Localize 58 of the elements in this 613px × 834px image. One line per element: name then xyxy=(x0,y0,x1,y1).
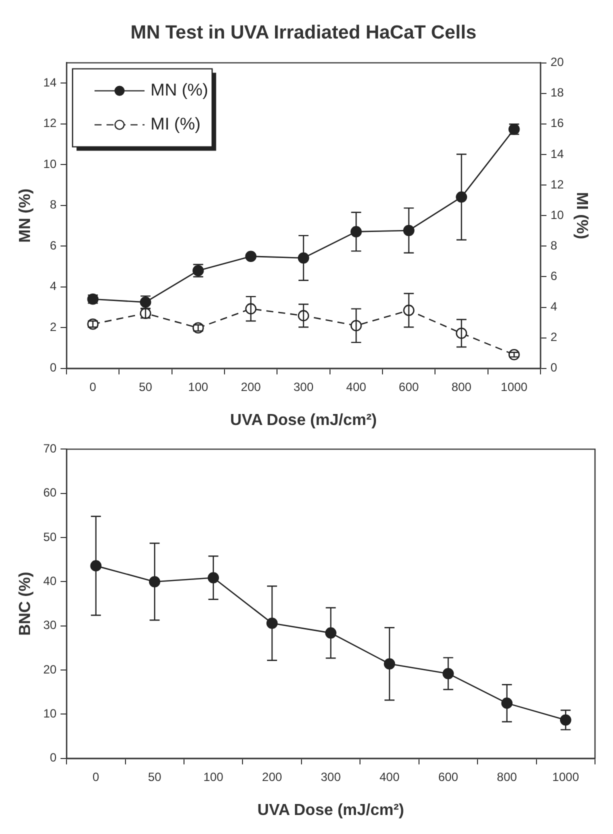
x-tick-label: 100 xyxy=(203,770,224,784)
y2-tick-label: 12 xyxy=(550,177,564,192)
x-tick-label: 50 xyxy=(138,380,153,394)
y-tick-label: 8 xyxy=(50,198,57,212)
y-axis-title: BNC (%) xyxy=(17,572,34,636)
x-tick-label: 300 xyxy=(293,380,314,394)
y-tick-label: 10 xyxy=(43,156,57,171)
y-tick-label: 0 xyxy=(50,750,57,765)
x-tick-label: 400 xyxy=(379,770,400,784)
y2-tick-label: 6 xyxy=(550,269,558,284)
y2-tick-label: 8 xyxy=(550,238,558,252)
y-tick-label: 10 xyxy=(43,706,57,721)
x-tick-label: 800 xyxy=(496,770,518,784)
y2-tick-label: 10 xyxy=(550,208,564,222)
point xyxy=(90,560,102,572)
legend-label: MN (%) xyxy=(150,80,208,100)
y-tick-label: 14 xyxy=(43,75,57,90)
x-tick-label: 200 xyxy=(262,770,282,784)
x-tick-label: 400 xyxy=(346,380,366,394)
x-tick-label: 600 xyxy=(438,770,459,784)
y2-axis-title: MI (%) xyxy=(572,192,590,240)
x-axis-title: UVA Dose (mJ/cm²) xyxy=(257,802,404,819)
point xyxy=(266,618,278,629)
x-tick-label: 50 xyxy=(148,770,162,784)
y-tick-label: 12 xyxy=(43,116,57,130)
y-tick-label: 40 xyxy=(43,574,57,588)
chart-title: MN Test in UVA Irradiated HaCaT Cells xyxy=(130,22,476,44)
y2-tick-label: 2 xyxy=(550,330,558,344)
y-tick-label: 0 xyxy=(50,360,57,375)
y2-tick-label: 4 xyxy=(550,300,558,314)
y-axis-title: MN (%) xyxy=(17,188,34,243)
x-tick-label: 600 xyxy=(398,380,420,394)
x-axis-title: UVA Dose (mJ/cm²) xyxy=(230,412,377,429)
x-tick-label: 800 xyxy=(451,380,472,394)
y2-tick-label: 0 xyxy=(550,360,558,375)
x-tick-label: 0 xyxy=(92,770,100,784)
point xyxy=(148,576,160,588)
point xyxy=(384,658,396,670)
x-tick-label: 300 xyxy=(320,770,342,784)
point xyxy=(560,714,572,726)
y-tick-label: 70 xyxy=(43,442,57,456)
x-tick-label: 100 xyxy=(188,380,209,394)
y2-tick-label: 16 xyxy=(550,116,564,130)
y-tick-label: 50 xyxy=(43,530,57,544)
x-tick-label: 200 xyxy=(240,380,262,394)
y-tick-label: 60 xyxy=(43,486,57,500)
y2-tick-label: 14 xyxy=(550,146,564,161)
y2-tick-label: 20 xyxy=(550,55,564,70)
x-tick-label: 1000 xyxy=(500,380,528,394)
y2-tick-label: 18 xyxy=(550,86,564,100)
y-tick-label: 6 xyxy=(50,238,57,252)
y-tick-label: 2 xyxy=(50,320,57,334)
y-tick-label: 20 xyxy=(43,662,57,676)
x-tick-label: 0 xyxy=(90,380,97,394)
x-tick-label: 1000 xyxy=(552,770,580,784)
y-tick-label: 4 xyxy=(50,279,57,294)
y-tick-label: 30 xyxy=(43,618,57,632)
legend-label: MI (%) xyxy=(150,114,201,134)
